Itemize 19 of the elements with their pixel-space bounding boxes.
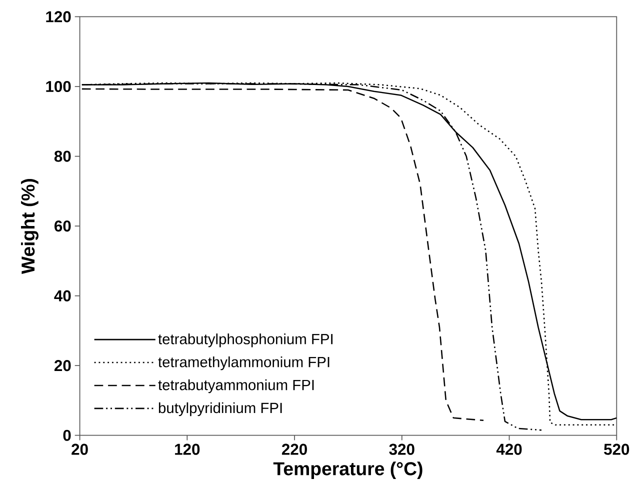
y-tick-label: 20 xyxy=(54,360,71,371)
y-tick-label: 100 xyxy=(46,80,71,92)
legend-label: tetrabutylphosphonium FPI xyxy=(158,333,333,347)
y-tick-label: 0 xyxy=(63,430,71,441)
legend-label: butylpyridinium FPI xyxy=(158,402,282,416)
y-tick-label: 60 xyxy=(54,220,71,232)
x-tick-label: 20 xyxy=(72,444,88,455)
x-tick-label: 420 xyxy=(496,444,522,455)
x-tick-label: 520 xyxy=(604,444,630,455)
y-tick-label: 120 xyxy=(46,10,71,22)
y-axis-title: Weight (%) xyxy=(21,178,38,274)
x-tick-label: 220 xyxy=(282,444,307,455)
legend-label: tetramethylammonium FPI xyxy=(158,356,330,370)
legend-label: tetrabutyammonium FPI xyxy=(158,379,314,393)
x-axis-title: Temperature (°C) xyxy=(273,461,422,479)
y-tick-label: 80 xyxy=(54,150,71,162)
y-tick-label: 40 xyxy=(54,290,71,302)
x-tick-label: 320 xyxy=(389,444,414,455)
x-tick-label: 120 xyxy=(175,444,200,455)
